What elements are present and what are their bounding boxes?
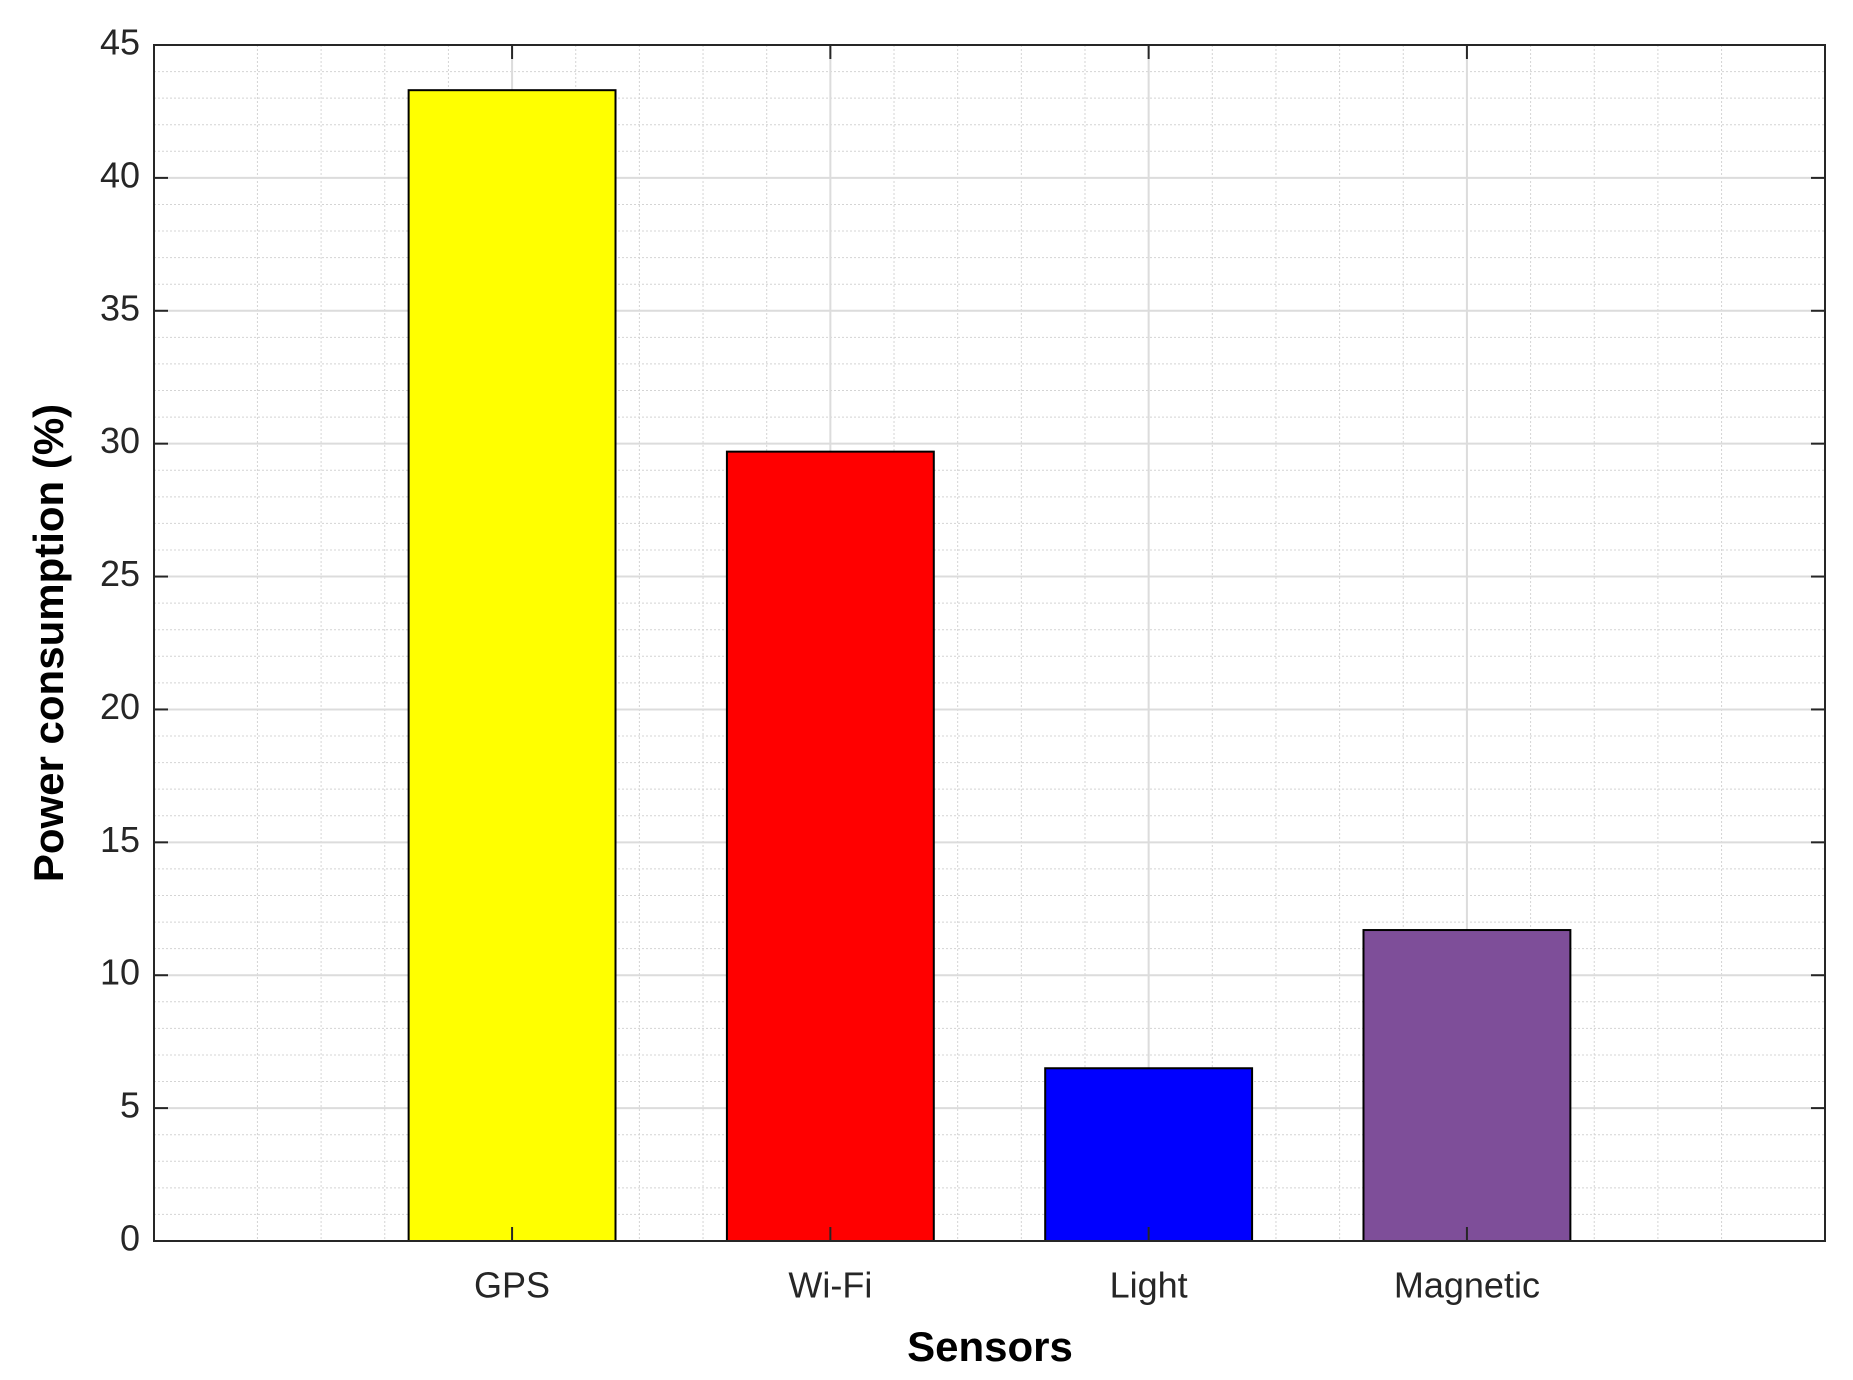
x-axis-label: Sensors [907,1323,1073,1370]
y-tick-label: 20 [100,686,140,727]
y-tick-label: 5 [120,1085,140,1126]
y-tick-label: 15 [100,819,140,860]
y-tick-label: 30 [100,420,140,461]
bar [725,450,935,1242]
x-tick-label: Magnetic [1394,1265,1540,1306]
plot-frame [153,44,1826,1242]
bar [1044,1067,1254,1242]
y-tick-label: 25 [100,553,140,594]
y-tick-label: 0 [120,1218,140,1259]
y-tick-label: 35 [100,287,140,328]
y-tick-label: 10 [100,952,140,993]
bars [407,89,1572,1242]
y-tick-label: 45 [100,22,140,63]
bar [1362,929,1572,1242]
bar [407,89,617,1242]
x-tick-label: Wi-Fi [788,1265,872,1306]
x-tick-label: GPS [474,1265,550,1306]
y-tick-label: 40 [100,154,140,195]
x-tick-label: Light [1110,1265,1188,1306]
y-axis-label: Power consumption (%) [25,404,72,882]
